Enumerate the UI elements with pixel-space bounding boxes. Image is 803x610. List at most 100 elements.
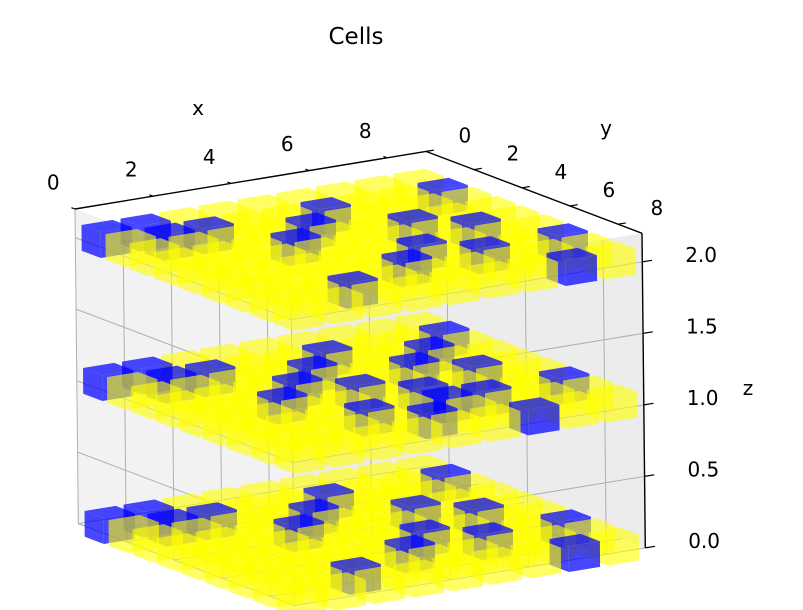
cell-face	[294, 237, 345, 250]
cell-face	[276, 583, 296, 610]
cell-face	[201, 486, 252, 500]
cell-face	[131, 386, 151, 420]
cell-face	[339, 190, 390, 203]
cell-face	[278, 330, 329, 344]
cell-face	[390, 273, 441, 286]
cell-face	[131, 381, 182, 394]
z-tick-label: 2.0	[685, 243, 717, 267]
cell-face	[246, 218, 297, 232]
cell-face	[471, 546, 522, 560]
cell-face	[290, 420, 341, 433]
cell-face	[526, 261, 559, 293]
cell-face	[210, 511, 261, 524]
cell-face	[261, 203, 312, 216]
cell-face	[365, 342, 416, 356]
cell-face	[242, 402, 293, 415]
cell-face	[194, 383, 245, 397]
cell-face	[408, 544, 459, 557]
cell-face	[389, 351, 440, 365]
cell-face	[162, 493, 213, 506]
cell-face	[228, 565, 248, 599]
cell-face	[201, 265, 252, 278]
cell-face	[404, 336, 455, 349]
empty-cell	[275, 435, 326, 474]
cell-face	[303, 483, 354, 496]
cell-face	[516, 500, 567, 513]
cell-face	[132, 524, 183, 537]
cell-face	[156, 538, 176, 572]
x-axis-line	[74, 150, 427, 210]
cell-face	[353, 422, 404, 436]
cell-face	[105, 229, 156, 242]
cell-face	[292, 300, 325, 331]
cell-face	[476, 363, 527, 376]
cell-face	[468, 260, 519, 274]
cell-face	[565, 255, 598, 286]
cell-face	[444, 472, 495, 486]
cell-face	[204, 556, 224, 590]
cell-face	[231, 234, 282, 247]
cell-face	[446, 394, 497, 407]
cell-face	[249, 504, 300, 518]
cell-face	[461, 379, 512, 392]
cell-face	[607, 534, 640, 566]
cell-face	[288, 277, 339, 290]
cell-face	[486, 531, 537, 544]
cell-face	[402, 193, 453, 206]
cell-face	[529, 547, 562, 579]
cell-face	[462, 522, 513, 535]
cell-face	[159, 207, 210, 220]
z-tick-mark	[642, 331, 653, 334]
cell-face	[227, 417, 278, 430]
cell-face	[564, 518, 615, 531]
cell-face	[315, 181, 366, 194]
cell-face	[219, 535, 270, 549]
cell-face	[120, 213, 171, 226]
cell-face	[606, 391, 638, 423]
cell-face	[295, 586, 328, 610]
cell-face	[180, 542, 231, 555]
cell-face	[294, 443, 326, 474]
cell-face	[432, 553, 483, 566]
cell-face	[501, 515, 552, 529]
cell-face	[429, 267, 480, 280]
y-tick-mark	[521, 185, 530, 189]
y-tick-mark	[617, 222, 626, 225]
z-axis-label: z	[743, 376, 754, 400]
cell-face	[132, 529, 152, 563]
cell-face	[549, 533, 600, 547]
cell-face	[195, 526, 246, 540]
empty-cell	[392, 416, 443, 455]
cell-face	[297, 523, 348, 536]
cell-face	[563, 375, 614, 388]
cell-face	[309, 221, 360, 234]
x-axis-label: x	[192, 96, 204, 120]
cell-face	[492, 491, 543, 504]
cell-face	[383, 391, 434, 405]
cell-face	[448, 274, 481, 306]
cell-face	[351, 279, 402, 293]
cell-face	[257, 386, 308, 399]
cell-face	[201, 270, 221, 304]
cell-face	[393, 559, 444, 572]
cell-face	[209, 368, 260, 381]
cell-face	[146, 365, 197, 378]
x-tick-mark	[227, 181, 232, 184]
cell-face	[252, 569, 303, 582]
cell-face	[441, 186, 492, 200]
cell-face	[207, 225, 258, 238]
cell-face	[320, 389, 371, 402]
cell-face	[396, 233, 447, 246]
grid-line	[74, 208, 79, 524]
cell-face	[183, 216, 234, 229]
cell-face	[470, 403, 521, 417]
cell-face	[314, 429, 365, 442]
cell-face	[203, 413, 223, 447]
cell-face	[330, 556, 381, 570]
cell-face	[366, 485, 417, 499]
cell-face	[144, 222, 195, 235]
x-tick-mark	[71, 207, 76, 210]
y-tick-mark	[473, 167, 482, 171]
cell-face	[412, 566, 445, 598]
z-tick-label: 1.5	[686, 314, 718, 338]
